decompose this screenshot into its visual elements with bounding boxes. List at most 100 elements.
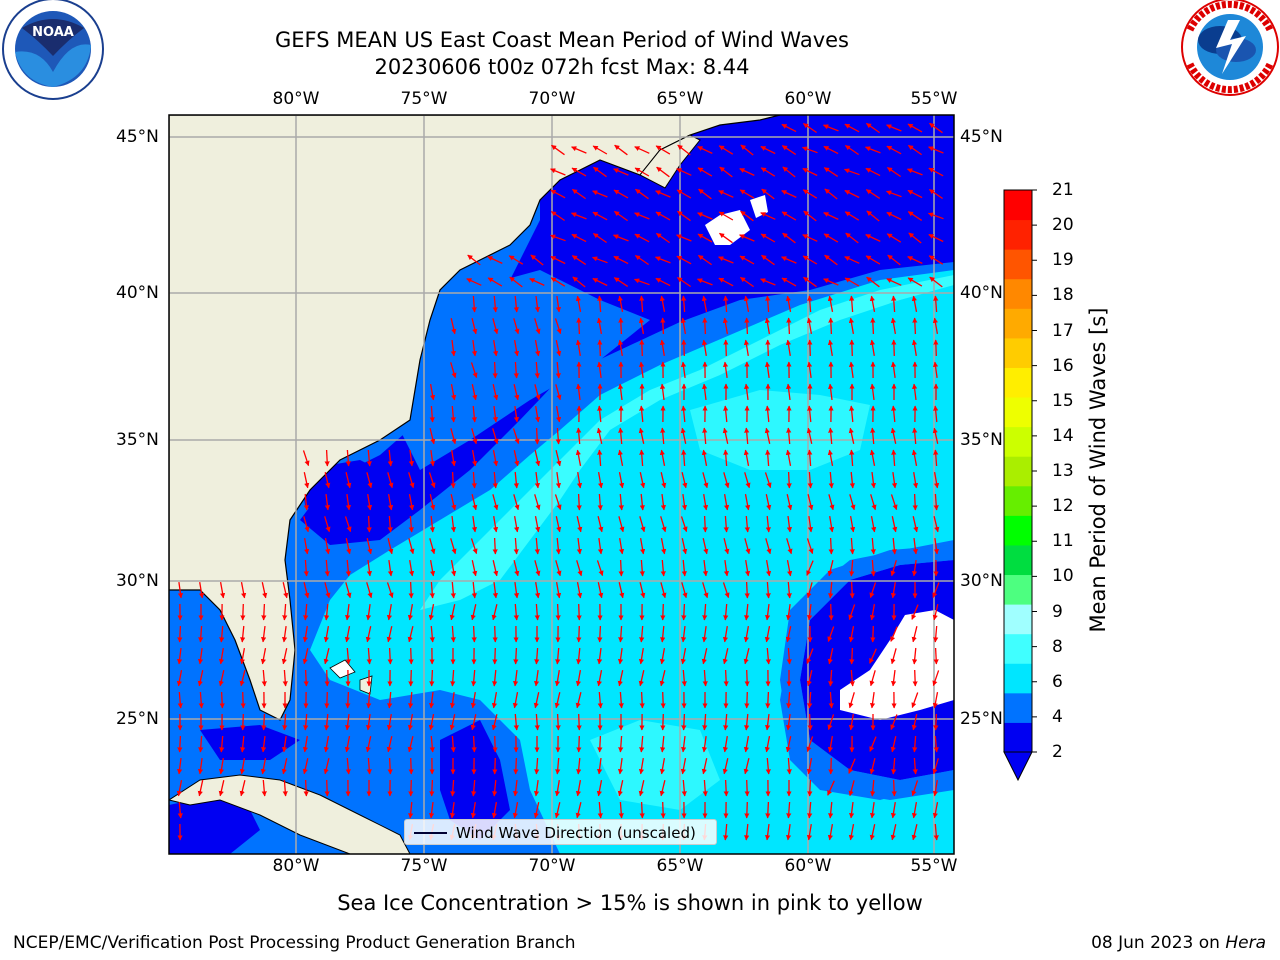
wave-direction-arrow [807,801,813,819]
wave-direction-arrow [470,691,477,709]
wave-direction-arrow [723,603,729,621]
wave-direction-arrow [387,560,394,577]
wave-direction-arrow [450,428,457,445]
colorbar-tick-label: 6 [1052,671,1063,692]
wave-direction-arrow [344,625,351,643]
wave-direction-arrow [702,515,708,533]
wave-direction-arrow [408,581,414,599]
wave-direction-arrow [197,758,204,775]
wave-direction-arrow [806,317,813,335]
wave-direction-arrow [639,691,645,709]
wave-direction-arrow [655,232,670,244]
wave-direction-arrow [869,736,877,752]
wave-direction-arrow [261,603,267,621]
wave-direction-arrow [655,256,671,264]
wave-direction-arrow [344,735,351,753]
wave-direction-arrow [639,582,646,599]
wave-direction-arrow [866,276,880,288]
wave-direction-arrow [907,168,923,176]
wave-direction-arrow [828,494,835,511]
colorbar-swatch [1004,692,1032,723]
wave-direction-arrow [408,757,414,775]
lat-label-right-45n: 45°N [960,127,1003,147]
wave-direction-arrow [471,494,478,511]
wave-direction-arrow [765,824,771,841]
colorbar-tick-label: 13 [1052,461,1074,481]
wave-direction-arrow [261,779,267,797]
wave-direction-arrow [744,383,750,400]
wave-direction-arrow [911,449,918,467]
wave-direction-arrow [912,427,918,445]
wave-direction-arrow [865,234,881,242]
wave-direction-arrow [697,254,712,266]
wave-region-ring-se [780,545,954,800]
colorbar-tick-label: 8 [1052,636,1063,657]
wave-direction-arrow [408,559,415,577]
wave-direction-arrow [760,278,776,286]
wave-direction-arrow [786,757,792,775]
wave-direction-arrow [576,560,583,577]
wave-direction-arrow [932,361,939,378]
map-area [169,115,954,854]
wave-direction-arrow [323,648,330,665]
wave-direction-arrow [890,736,897,753]
wave-direction-arrow [177,801,183,819]
wave-direction-arrow [781,190,797,198]
wave-direction-arrow [890,427,897,444]
wave-direction-arrow [530,254,544,266]
wave-direction-arrow [596,317,603,335]
wave-direction-arrow [785,824,792,841]
wave-direction-arrow [302,648,309,665]
wave-direction-arrow [722,648,729,665]
wave-direction-arrow [933,823,939,841]
wave-direction-arrow [281,736,288,753]
wave-direction-arrow [933,625,939,643]
wave-direction-arrow [366,582,373,599]
wave-direction-arrow [597,691,603,709]
wave-direction-arrow [848,823,855,841]
wave-direction-arrow [886,145,902,155]
wave-direction-arrow [911,560,918,577]
wave-direction-arrow [513,471,519,489]
wave-direction-arrow [428,472,436,489]
wave-direction-arrow [677,210,691,222]
colorbar-swatch [1004,278,1032,309]
wave-direction-arrow [592,256,608,264]
wave-direction-arrow [890,801,897,819]
wave-direction-arrow [786,317,792,335]
wave-direction-arrow [933,471,940,489]
wave-direction-arrow [513,560,520,577]
colorbar-swatch [1004,308,1032,339]
wave-direction-arrow [660,317,666,335]
wave-direction-arrow [827,823,834,841]
wave-direction-arrow [676,255,692,265]
wave-direction-arrow [513,780,519,797]
wave-direction-arrow [492,449,499,467]
wave-region-6s-b [690,390,870,470]
wave-direction-arrow [638,361,645,378]
wave-direction-arrow [281,626,288,643]
wave-direction-arrow [407,736,414,753]
wave-direction-arrow [807,713,813,731]
wave-direction-arrow [865,167,881,177]
wave-direction-arrow [739,234,755,242]
wave-direction-arrow [534,339,541,357]
wave-direction-arrow [387,538,394,555]
wave-direction-arrow [303,713,309,731]
wave-direction-arrow [680,757,687,775]
wave-direction-arrow [848,427,855,444]
wave-direction-arrow [807,516,814,533]
wave-direction-arrow [303,472,310,489]
wave-direction-arrow [576,317,582,335]
wave-direction-arrow [261,736,267,753]
wave-direction-arrow [912,735,918,753]
wave-direction-arrow [659,339,666,357]
wave-direction-arrow [387,757,393,775]
wave-region-6s [420,275,954,610]
wave-direction-arrow [722,582,730,599]
wave-direction-arrow [827,780,835,796]
wave-direction-arrow [597,582,604,599]
wave-direction-arrow [823,233,839,243]
wave-direction-arrow [534,361,540,379]
wave-direction-arrow [803,276,817,288]
